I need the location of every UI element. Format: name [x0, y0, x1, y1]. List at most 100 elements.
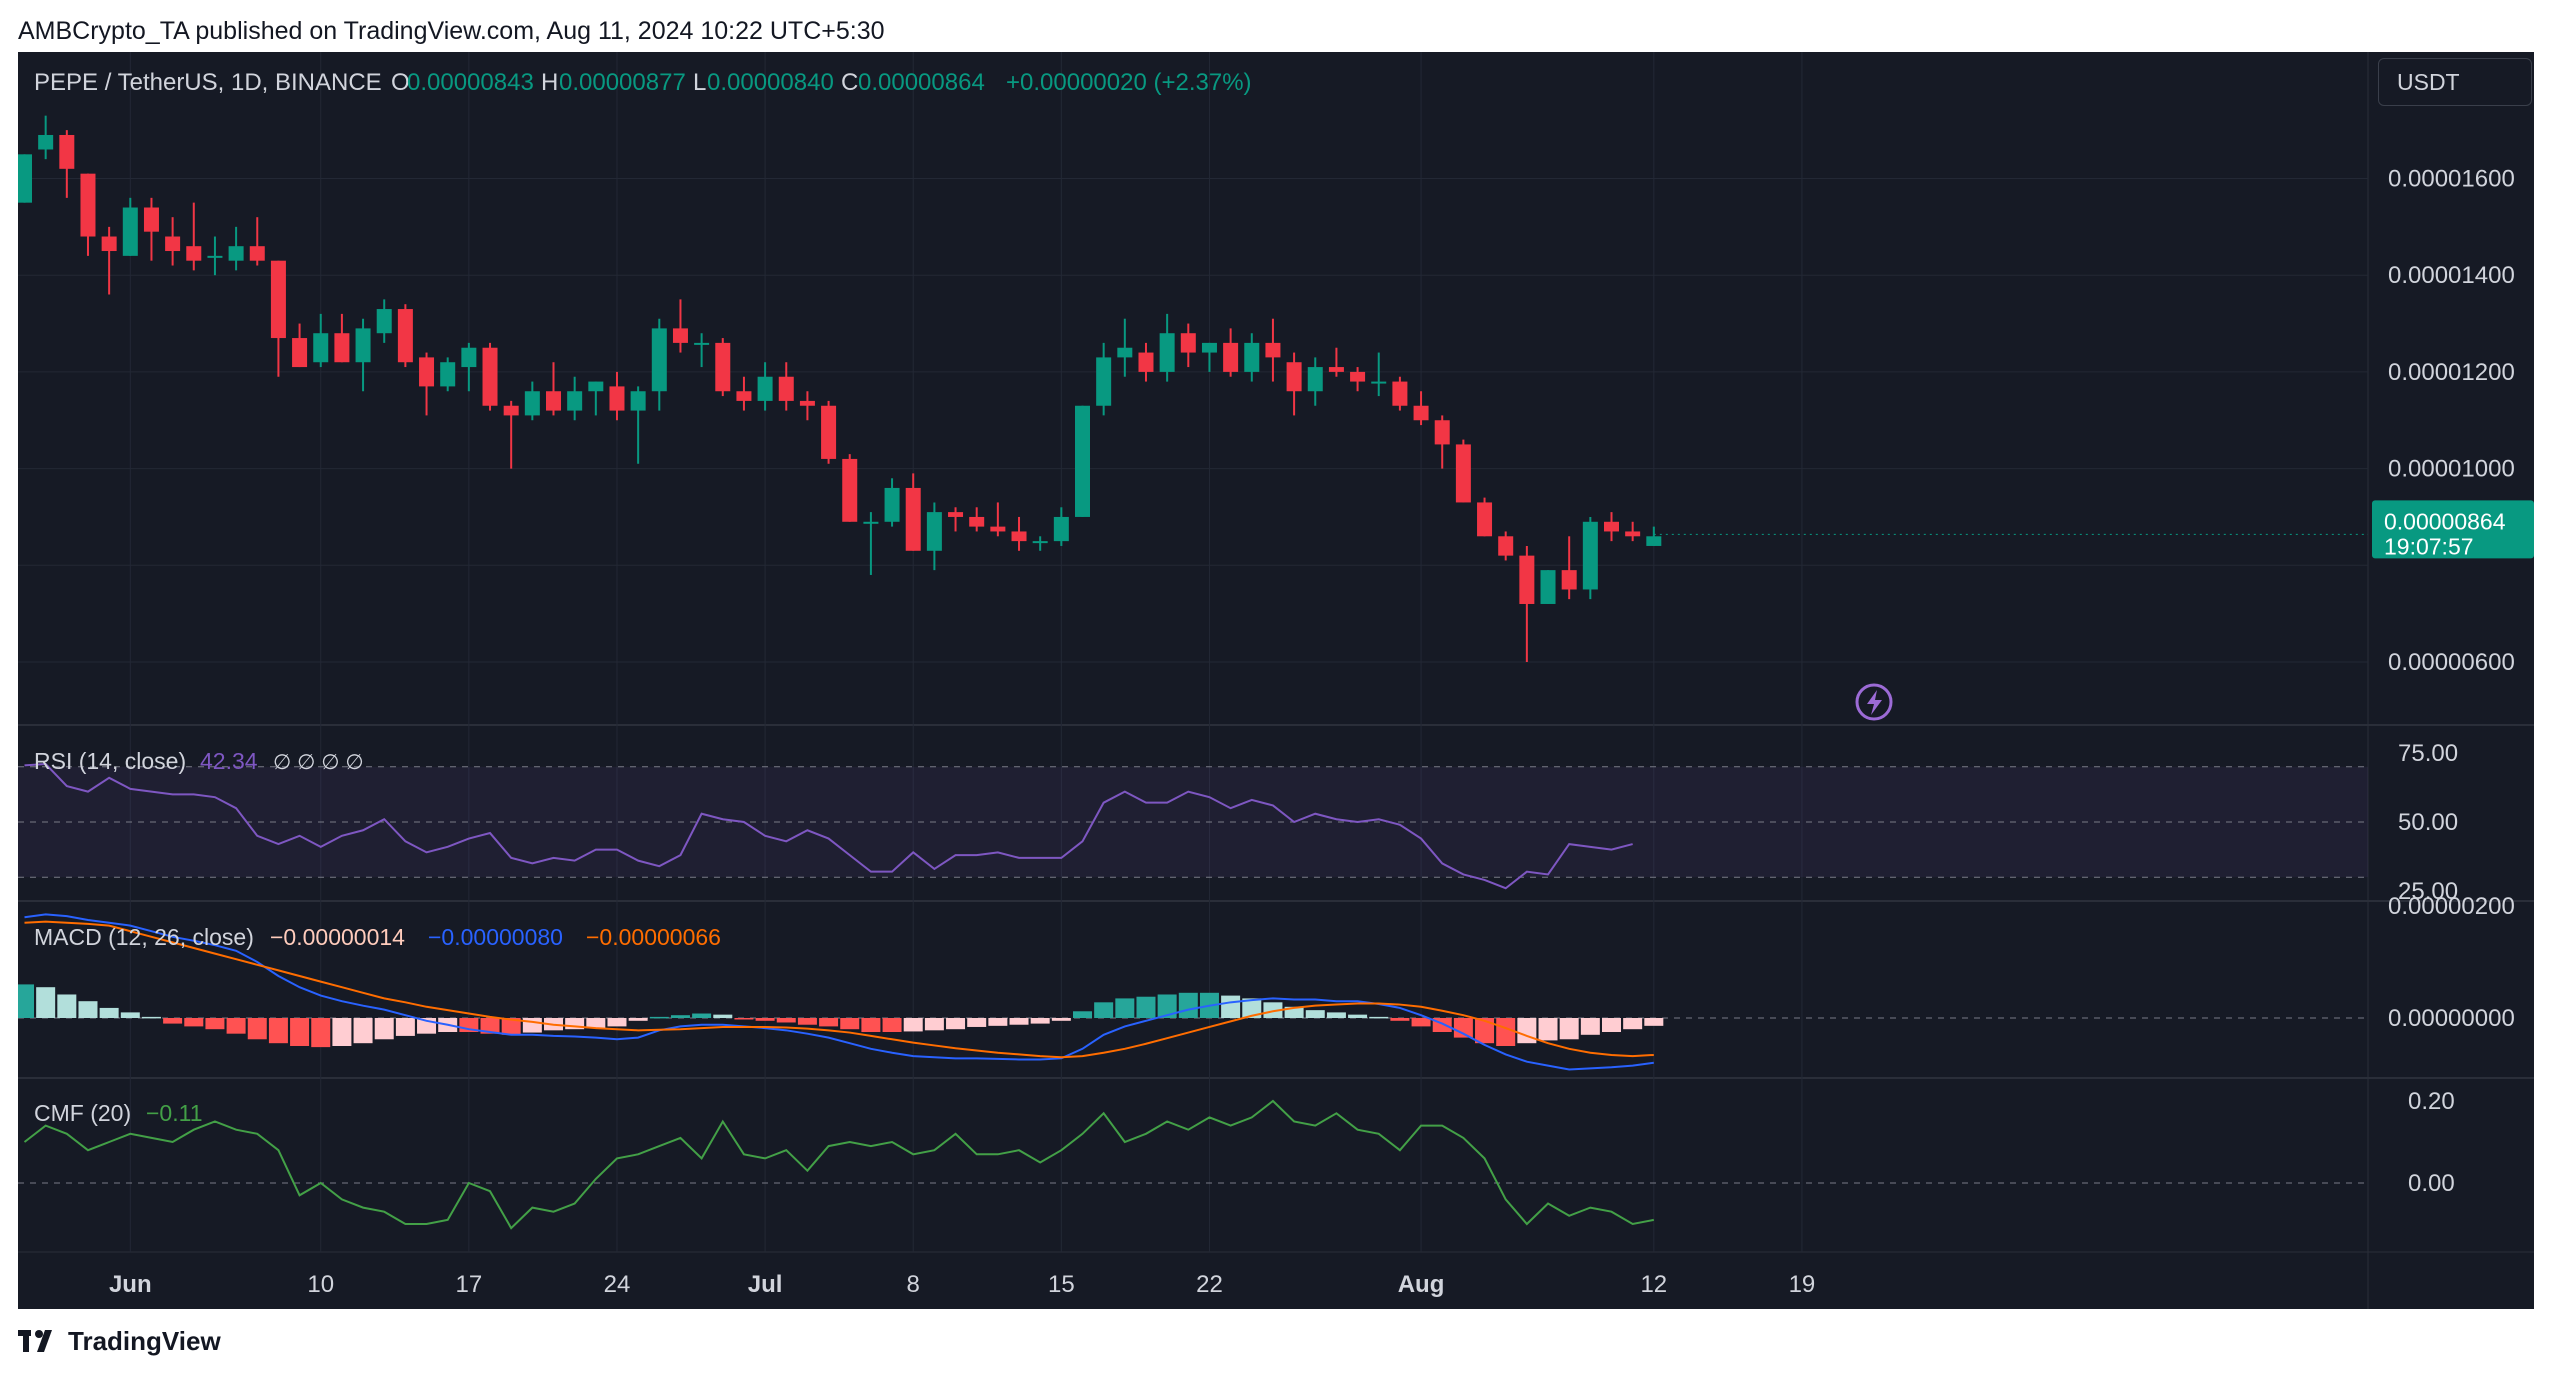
candle-body — [1075, 405, 1090, 517]
x-tick-label: 17 — [456, 1271, 483, 1298]
macd-histogram-bar — [1475, 1018, 1495, 1044]
macd-histogram-bar — [184, 1018, 204, 1027]
macd-histogram-bar — [1157, 994, 1177, 1018]
x-tick-label: 10 — [307, 1271, 334, 1298]
macd-histogram-bar — [628, 1018, 648, 1021]
top-bar: AMBCrypto_TA published on TradingView.co… — [0, 0, 2560, 52]
symbol-title: PEPE / TetherUS, 1D, BINANCE — [34, 69, 382, 96]
macd-axis-label: 0.00000200 — [2388, 893, 2515, 920]
macd-histogram-bar — [1326, 1012, 1346, 1018]
macd-histogram-bar — [840, 1018, 860, 1030]
candle-body — [672, 328, 688, 343]
candle-body — [1350, 371, 1366, 382]
candle-body — [1434, 420, 1450, 445]
price-axis-label: 0.00000600 — [2388, 649, 2515, 676]
macd-histogram-bar — [311, 1018, 331, 1048]
macd-histogram-bar — [670, 1015, 690, 1018]
x-tick-label: Aug — [1398, 1271, 1445, 1298]
macd-histogram-bar — [861, 1018, 881, 1032]
x-tick-label: 22 — [1196, 1271, 1223, 1298]
candle-body — [1053, 516, 1069, 542]
macd-histogram-bar — [565, 1018, 585, 1030]
candle-body — [228, 246, 244, 261]
low-label: L — [693, 69, 706, 96]
cmf-axis-label: 0.20 — [2408, 1088, 2455, 1115]
macd-histogram-bar — [1030, 1018, 1050, 1024]
x-tick-label: 15 — [1048, 1271, 1075, 1298]
macd-histogram-bar — [713, 1014, 733, 1018]
candle-body — [1498, 536, 1514, 556]
macd-histogram-bar — [734, 1018, 754, 1020]
close-label: C — [841, 69, 858, 96]
macd-histogram-bar — [290, 1018, 310, 1046]
macd-histogram-bar — [1009, 1018, 1029, 1025]
candle-body — [588, 381, 604, 392]
macd-histogram-bar — [1390, 1018, 1410, 1021]
chart-panel[interactable]: Jun 10 17 24 Jul 8 15 22 Aug 12 19 0.00001600 0.0000… — [18, 52, 2534, 1309]
candle-body — [186, 246, 202, 261]
currency-selector[interactable]: USDT — [2378, 58, 2532, 106]
candle-body — [905, 487, 921, 551]
candle-body — [863, 521, 879, 524]
macd-histogram-bar — [586, 1018, 606, 1029]
x-tick-label: Jun — [109, 1271, 152, 1298]
high-value: 0.00000877 — [559, 69, 686, 96]
macd-histogram-bar — [1221, 995, 1241, 1018]
price-axis-label: 0.00001400 — [2388, 262, 2515, 289]
candle-body — [18, 154, 32, 203]
candle-body — [313, 333, 329, 363]
candle-body — [38, 134, 54, 150]
macd-histogram-bar — [1348, 1014, 1368, 1018]
macd-histogram-bar — [1517, 1018, 1537, 1044]
candle-body — [1159, 333, 1175, 372]
macd-histogram-bar — [988, 1018, 1008, 1026]
candle-body — [567, 391, 583, 411]
tradingview-logo[interactable]: TradingView — [18, 1324, 221, 1358]
candle-body — [842, 458, 858, 522]
cmf-legend-title: CMF (20) — [34, 1100, 131, 1126]
macd-histogram-bar — [120, 1012, 140, 1018]
brand-name: TradingView — [68, 1325, 221, 1356]
candle-body — [630, 391, 646, 411]
candle-body — [101, 236, 117, 252]
candle-body — [778, 376, 794, 401]
candle-body — [1328, 367, 1344, 372]
candle-body — [461, 347, 477, 368]
candle-body — [207, 255, 223, 258]
candle-body — [1561, 570, 1577, 590]
candle-body — [440, 362, 456, 387]
macd-histogram-bar — [1263, 1002, 1283, 1018]
price-axis-label: 0.00001200 — [2388, 359, 2515, 386]
candle-body — [1625, 531, 1641, 537]
macd-histogram-bar — [1305, 1010, 1325, 1018]
x-tick-label: 12 — [1640, 1271, 1667, 1298]
macd-histogram-bar — [1496, 1018, 1516, 1046]
macd-histogram-bar — [1136, 996, 1156, 1018]
macd-histogram-bar — [1559, 1018, 1579, 1040]
candle-body — [1138, 352, 1154, 372]
publisher-line: AMBCrypto_TA published on TradingView.co… — [18, 17, 885, 45]
lightning-icon — [1855, 683, 1893, 721]
macd-histogram-bar — [36, 987, 56, 1018]
macd-histogram-bar — [374, 1018, 394, 1040]
candle-body — [1413, 405, 1429, 421]
macd-histogram-bar — [1051, 1018, 1071, 1021]
candle-body — [926, 512, 942, 551]
candle-body — [1646, 536, 1662, 546]
macd-histogram-bar — [1284, 1006, 1304, 1018]
macd-histogram-bar — [882, 1018, 902, 1032]
macd-histogram-bar — [205, 1018, 225, 1030]
candle-body — [1540, 570, 1556, 604]
open-value: 0.00000843 — [407, 69, 534, 96]
chart-svg[interactable]: Jun 10 17 24 Jul 8 15 22 Aug 12 19 0.00001600 0.0000… — [18, 52, 2534, 1309]
candle-body — [757, 376, 773, 401]
macd-histogram-bar — [1580, 1018, 1600, 1035]
rsi-axis-label: 25.00 — [2398, 878, 2458, 905]
macd-histogram-bar — [819, 1018, 839, 1027]
macd-histogram-bar — [163, 1018, 183, 1024]
cmf-legend-value: −0.11 — [146, 1100, 203, 1126]
macd-signal-line — [24, 920, 1654, 1059]
candle-body — [1201, 342, 1217, 353]
macd-histogram-bar — [649, 1016, 669, 1019]
macd-histogram-bar — [141, 1016, 161, 1019]
